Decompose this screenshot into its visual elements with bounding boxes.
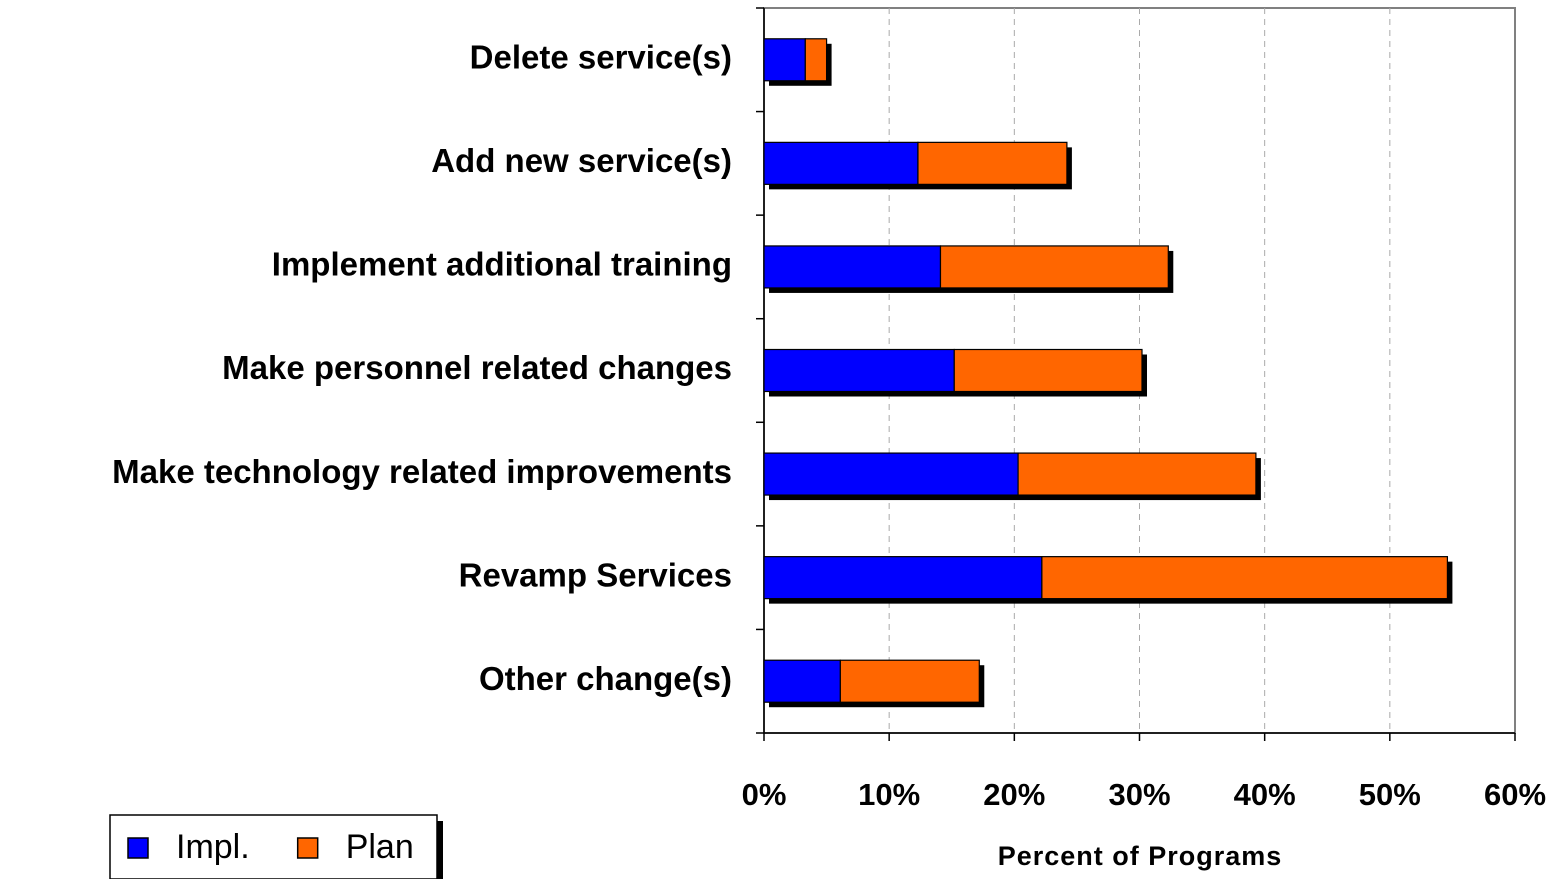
legend-swatch bbox=[127, 837, 149, 859]
bar-segment bbox=[1041, 556, 1449, 600]
bar-segment bbox=[917, 141, 1068, 185]
bar-segment bbox=[763, 556, 1043, 600]
bar-segment bbox=[953, 348, 1143, 393]
bar-segment bbox=[839, 659, 980, 703]
x-tick-label: 40% bbox=[1234, 777, 1296, 812]
bar-segment bbox=[763, 659, 841, 703]
legend-label: Plan bbox=[346, 828, 414, 866]
x-tick-label: 30% bbox=[1108, 777, 1170, 812]
legend bbox=[109, 814, 438, 879]
y-tick-label: Make technology related improvements bbox=[112, 453, 732, 490]
x-axis-title: Percent of Programs bbox=[998, 841, 1283, 871]
y-tick-label: Add new service(s) bbox=[431, 142, 732, 179]
y-tick-label: Implement additional training bbox=[272, 246, 732, 283]
legend-label: Impl. bbox=[176, 828, 250, 866]
bar-segment bbox=[763, 38, 806, 82]
x-tick-label: 60% bbox=[1484, 777, 1546, 812]
x-tick-label: 20% bbox=[983, 777, 1045, 812]
x-tick-label: 0% bbox=[742, 777, 787, 812]
x-tick-label: 10% bbox=[858, 777, 920, 812]
legend-swatch bbox=[296, 837, 319, 859]
bar-segment bbox=[939, 245, 1169, 289]
bar-segment bbox=[763, 348, 955, 393]
bar-segment bbox=[763, 141, 919, 185]
bar-segment bbox=[763, 245, 942, 289]
x-tick-label: 50% bbox=[1359, 777, 1421, 812]
y-tick-label: Make personnel related changes bbox=[222, 349, 732, 386]
y-tick-label: Revamp Services bbox=[459, 556, 732, 593]
y-tick-label: Delete service(s) bbox=[470, 39, 732, 76]
bar-segment bbox=[804, 38, 828, 82]
bar-segment bbox=[763, 452, 1019, 496]
bar-segment bbox=[1017, 452, 1257, 496]
y-tick-label: Other change(s) bbox=[479, 660, 732, 697]
